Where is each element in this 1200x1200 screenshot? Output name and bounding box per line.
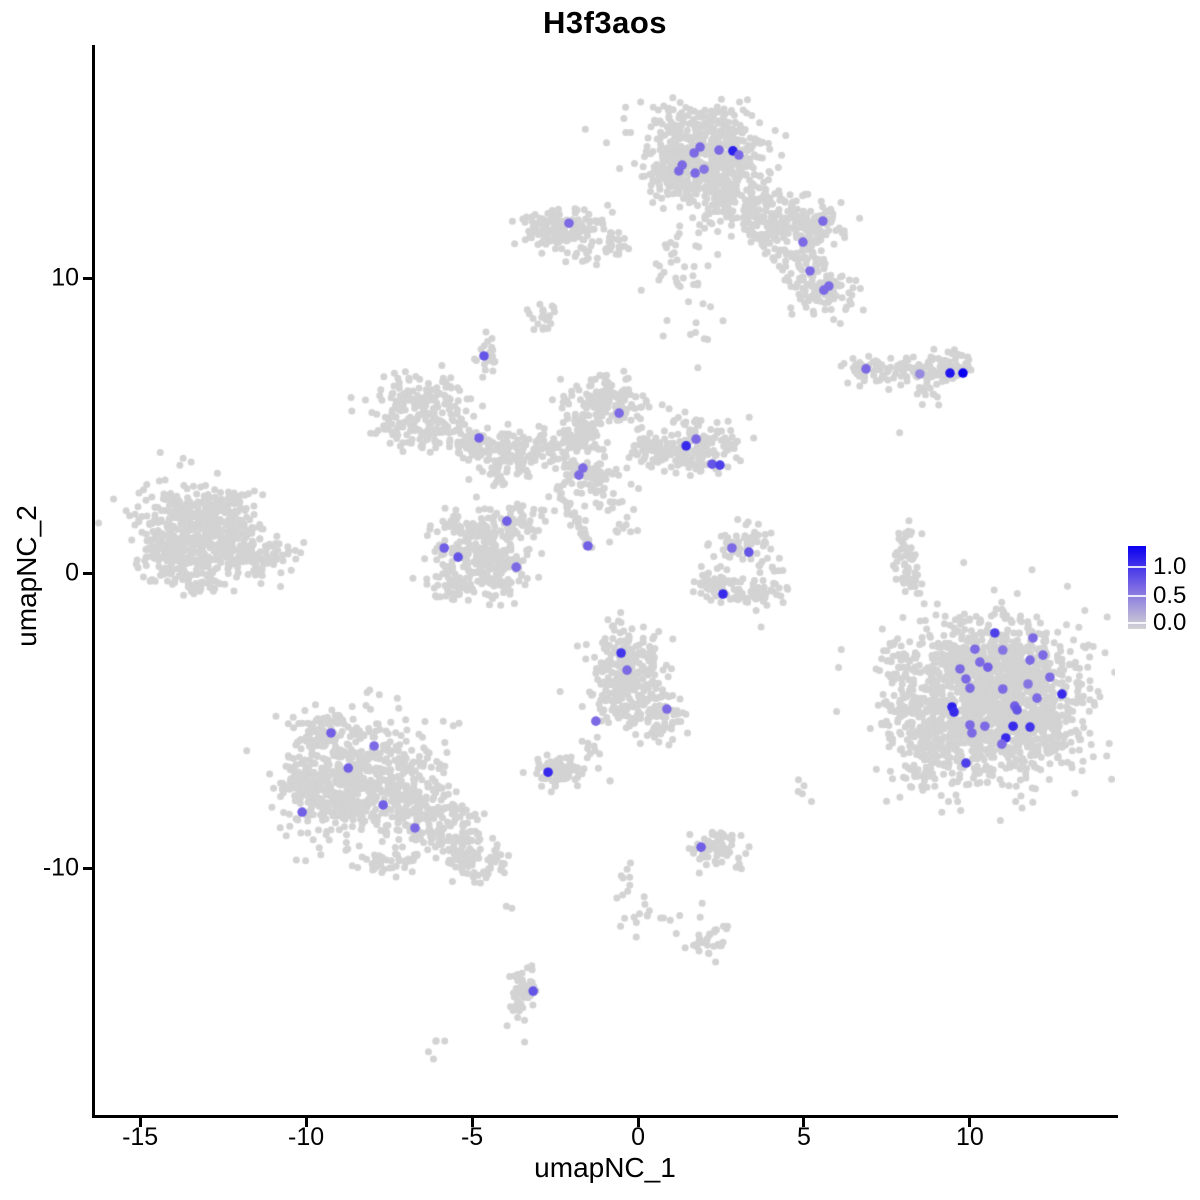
x-tick-mark bbox=[138, 1118, 142, 1127]
umap-scatter-canvas bbox=[95, 45, 1115, 1115]
x-tick-label: 5 bbox=[797, 1123, 811, 1151]
legend-gradient-bar bbox=[1128, 546, 1146, 629]
x-tick-mark bbox=[802, 1118, 806, 1127]
x-tick-label: 0 bbox=[631, 1123, 645, 1151]
x-tick-label: -5 bbox=[460, 1123, 484, 1151]
legend-tick-label: 0.5 bbox=[1153, 581, 1187, 609]
y-tick-label: 0 bbox=[65, 558, 79, 587]
x-tick-mark bbox=[968, 1118, 972, 1127]
y-tick-label: -10 bbox=[42, 853, 79, 882]
x-tick-mark bbox=[304, 1118, 308, 1127]
x-tick-mark bbox=[636, 1118, 640, 1127]
x-tick-label: 10 bbox=[956, 1123, 984, 1151]
legend-tick-mark bbox=[1128, 565, 1146, 568]
legend-tick-mark bbox=[1128, 622, 1146, 625]
y-tick-mark bbox=[83, 866, 92, 870]
x-tick-mark bbox=[470, 1118, 474, 1127]
legend-tick-label: 0.0 bbox=[1153, 609, 1187, 637]
x-axis-title: umapNC_1 bbox=[534, 1152, 676, 1183]
y-tick-mark bbox=[83, 276, 92, 280]
x-tick-label: -15 bbox=[122, 1123, 159, 1151]
y-axis-line bbox=[92, 45, 95, 1118]
x-axis-line bbox=[92, 1115, 1118, 1118]
x-tick-label: -10 bbox=[288, 1123, 325, 1151]
plot-title: H3f3aos bbox=[542, 5, 668, 40]
y-tick-label: 10 bbox=[51, 263, 79, 292]
y-axis-title: umapNC_2 bbox=[11, 505, 42, 647]
legend-tick-mark bbox=[1128, 594, 1146, 597]
legend-tick-label: 1.0 bbox=[1153, 552, 1187, 580]
y-tick-mark bbox=[83, 571, 92, 575]
